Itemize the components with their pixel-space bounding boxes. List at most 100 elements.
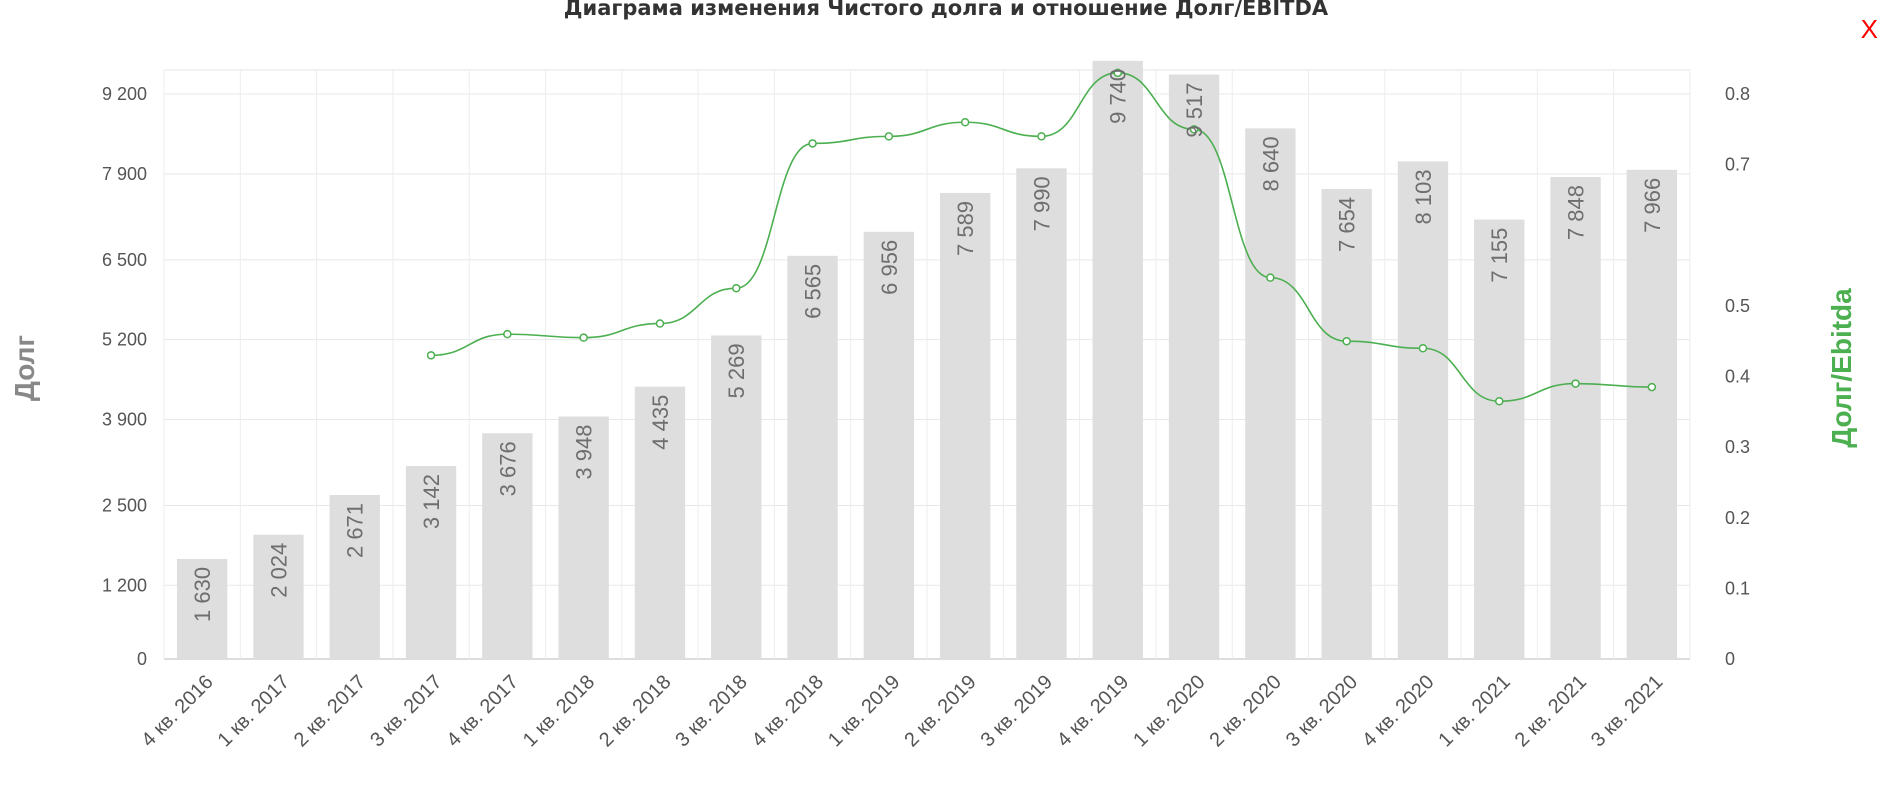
ratio-point <box>1266 273 1275 282</box>
bar-data-label: 9 517 <box>1182 83 1207 138</box>
bar-data-labels: 1 630 2 024 2 671 3 142 3 676 3 948 4 435 5 269… <box>190 69 1665 622</box>
bar-data-label: 8 103 <box>1411 169 1436 224</box>
category-label: 4 кв. 2017 <box>443 671 523 751</box>
category-label: 1 кв. 2017 <box>214 671 294 751</box>
ratio-point <box>884 132 894 141</box>
grid <box>163 69 1691 660</box>
category-label: 4 кв. 2018 <box>748 671 828 751</box>
category-label: 3 кв. 2018 <box>671 671 751 751</box>
bar <box>863 231 915 660</box>
ratio-point <box>579 333 588 342</box>
left-tick-label: 0 <box>137 649 147 669</box>
bar-data-label: 3 676 <box>495 441 520 496</box>
close-button[interactable]: X <box>1860 14 1878 44</box>
bar-data-label: 5 269 <box>724 343 749 398</box>
ratio-point <box>960 118 970 127</box>
category-label: 1 кв. 2018 <box>519 671 599 751</box>
left-tick-label: 7 900 <box>102 164 147 184</box>
ratio-point <box>1189 125 1199 134</box>
bar <box>176 558 228 659</box>
left-tick-label: 2 500 <box>102 495 147 515</box>
bar-data-label: 6 565 <box>801 264 826 319</box>
bar-data-label: 3 948 <box>572 425 597 480</box>
bar <box>253 534 304 659</box>
bar <box>1245 128 1296 660</box>
right-tick-label: 0.2 <box>1725 508 1750 528</box>
bar <box>482 433 533 659</box>
bar-series <box>176 60 1678 660</box>
left-tick-label: 5 200 <box>102 330 147 350</box>
right-tick-label: 0.1 <box>1725 578 1750 598</box>
bar <box>1397 161 1449 659</box>
category-label: 1 кв. 2021 <box>1434 671 1514 751</box>
ratio-point <box>1571 379 1580 388</box>
ratio-point <box>1113 68 1122 78</box>
category-label: 2 кв. 2020 <box>1206 671 1286 751</box>
category-label: 3 кв. 2019 <box>977 671 1057 751</box>
ratio-point <box>808 139 817 148</box>
category-label: 1 кв. 2020 <box>1129 671 1209 751</box>
ratio-point <box>655 319 665 328</box>
bar <box>1168 74 1220 660</box>
bar <box>1016 168 1067 659</box>
bar-data-label: 7 848 <box>1564 185 1589 240</box>
left-tick-label: 3 900 <box>102 409 147 429</box>
bar-data-label: 7 990 <box>1029 176 1054 231</box>
bar <box>634 386 686 659</box>
bar-data-label: 3 142 <box>419 474 444 529</box>
bar <box>1474 219 1525 660</box>
ratio-point <box>1342 336 1351 346</box>
ratio-point <box>1647 382 1657 392</box>
bar-data-label: 2 024 <box>266 543 291 598</box>
category-label: 2 кв. 2021 <box>1511 671 1591 751</box>
bar-data-label: 9 740 <box>1106 69 1131 124</box>
right-axis-title: Долг/Ebitda <box>1826 288 1857 448</box>
ratio-point <box>732 283 741 293</box>
bar-data-label: 7 966 <box>1640 178 1665 233</box>
chart-title: Диаграма изменения Чистого долга и отнош… <box>563 0 1329 20</box>
right-tick-label: 0.5 <box>1725 296 1750 316</box>
ratio-point <box>426 351 436 360</box>
category-label: 4 кв. 2016 <box>137 671 217 751</box>
left-tick-label: 6 500 <box>102 250 147 270</box>
right-tick-label: 0.8 <box>1725 84 1750 104</box>
bar <box>1321 188 1372 659</box>
bar <box>1626 169 1678 659</box>
bar <box>711 335 762 659</box>
category-label: 2 кв. 2018 <box>595 671 675 751</box>
bar <box>1092 60 1143 659</box>
ratio-line-series <box>426 68 1657 406</box>
category-label: 4 кв. 2019 <box>1053 671 1133 751</box>
category-label: 3 кв. 2021 <box>1587 671 1667 751</box>
left-axis-title: Долг <box>9 335 40 401</box>
right-tick-label: 0 <box>1725 649 1735 669</box>
bar <box>558 416 609 659</box>
bar <box>939 192 991 660</box>
ratio-point <box>1037 132 1046 141</box>
right-tick-label: 0.3 <box>1725 437 1750 457</box>
bar-data-label: 8 640 <box>1258 136 1283 191</box>
bar-data-label: 1 630 <box>190 567 215 622</box>
right-axis-ticks: 0 0.1 0.2 0.3 0.4 0.5 0.7 0.8 <box>1725 84 1750 669</box>
category-label: 2 кв. 2017 <box>290 671 370 751</box>
bar-data-label: 4 435 <box>648 395 673 450</box>
bar-data-label: 7 589 <box>953 201 978 256</box>
ratio-point <box>1418 344 1428 353</box>
category-label: 1 кв. 2019 <box>824 671 904 751</box>
ratio-point <box>1495 396 1504 406</box>
bar-data-label: 7 155 <box>1487 228 1512 283</box>
category-label: 4 кв. 2020 <box>1358 671 1438 751</box>
bar <box>1550 177 1601 659</box>
category-label: 2 кв. 2019 <box>900 671 980 751</box>
bar-data-label: 6 956 <box>877 240 902 295</box>
left-axis-ticks: 0 1 200 2 500 3 900 5 200 6 500 7 900 9 200 <box>102 84 147 669</box>
right-tick-label: 0.7 <box>1725 155 1750 175</box>
bar <box>329 494 380 659</box>
bar <box>787 255 838 659</box>
bar-data-label: 7 654 <box>1335 197 1360 252</box>
left-tick-label: 1 200 <box>102 575 147 595</box>
bar-data-label: 2 671 <box>343 503 368 558</box>
right-tick-label: 0.4 <box>1725 367 1750 387</box>
